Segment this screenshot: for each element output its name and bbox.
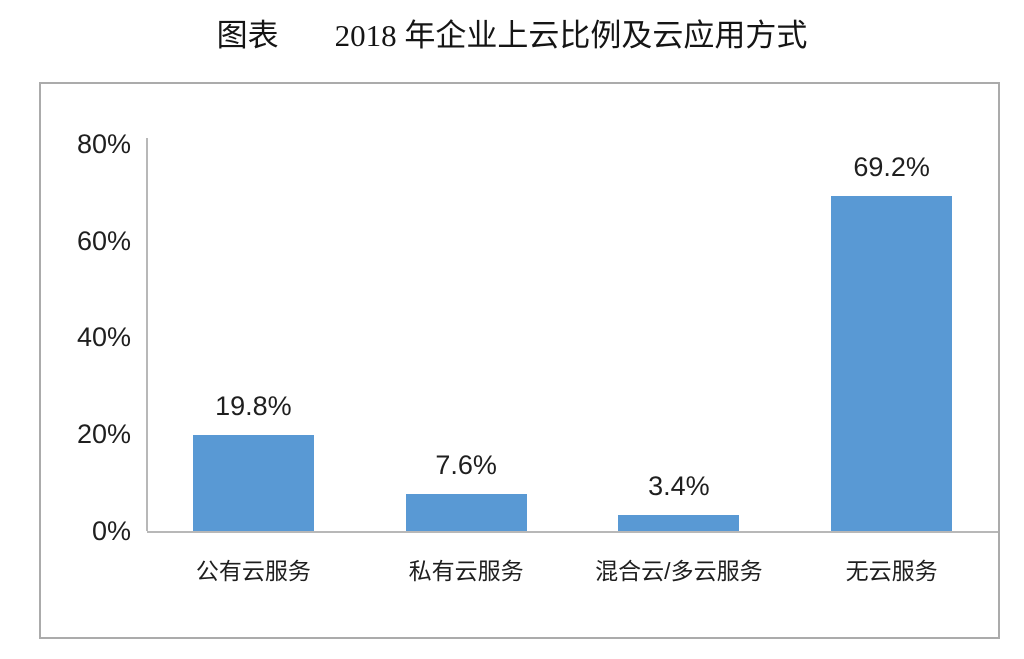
y-axis-tick-label: 80%	[76, 128, 131, 159]
y-axis-tick-label: 40%	[76, 322, 131, 353]
bar-value-label: 7.6%	[435, 450, 497, 481]
chart-title: 图表 2018 年企业上云比例及云应用方式	[0, 10, 1024, 55]
bar-value-label: 69.2%	[853, 152, 930, 183]
plot-area: 0% 20% 40% 60% 80% 19.8% 公有云服务 7.6% 私有云服务 3.4% 混合云…	[41, 84, 998, 637]
x-axis-line	[147, 531, 998, 533]
chart-title-text: 2018 年企业上云比例及云应用方式	[334, 18, 808, 53]
chart-frame: 0% 20% 40% 60% 80% 19.8% 公有云服务 7.6% 私有云服务 3.4% 混合云…	[39, 82, 1000, 639]
chart-bar	[405, 494, 527, 531]
x-axis-category-label: 无云服务	[845, 558, 938, 584]
chart-title-prefix: 图表	[216, 18, 279, 53]
x-axis-category-label: 混合云/多云服务	[595, 558, 763, 584]
x-axis-category-label: 公有云服务	[195, 558, 311, 584]
chart-bar	[618, 514, 740, 531]
x-axis-category-label: 私有云服务	[408, 558, 524, 584]
chart-bar	[831, 196, 953, 531]
y-axis-tick-label: 60%	[76, 225, 131, 256]
y-axis-tick-label: 0%	[91, 516, 131, 546]
chart-bar	[192, 435, 314, 531]
bar-value-label: 3.4%	[648, 470, 710, 501]
y-axis-line	[146, 137, 148, 531]
bar-value-label: 19.8%	[215, 391, 292, 422]
y-axis-tick-label: 20%	[76, 419, 131, 450]
